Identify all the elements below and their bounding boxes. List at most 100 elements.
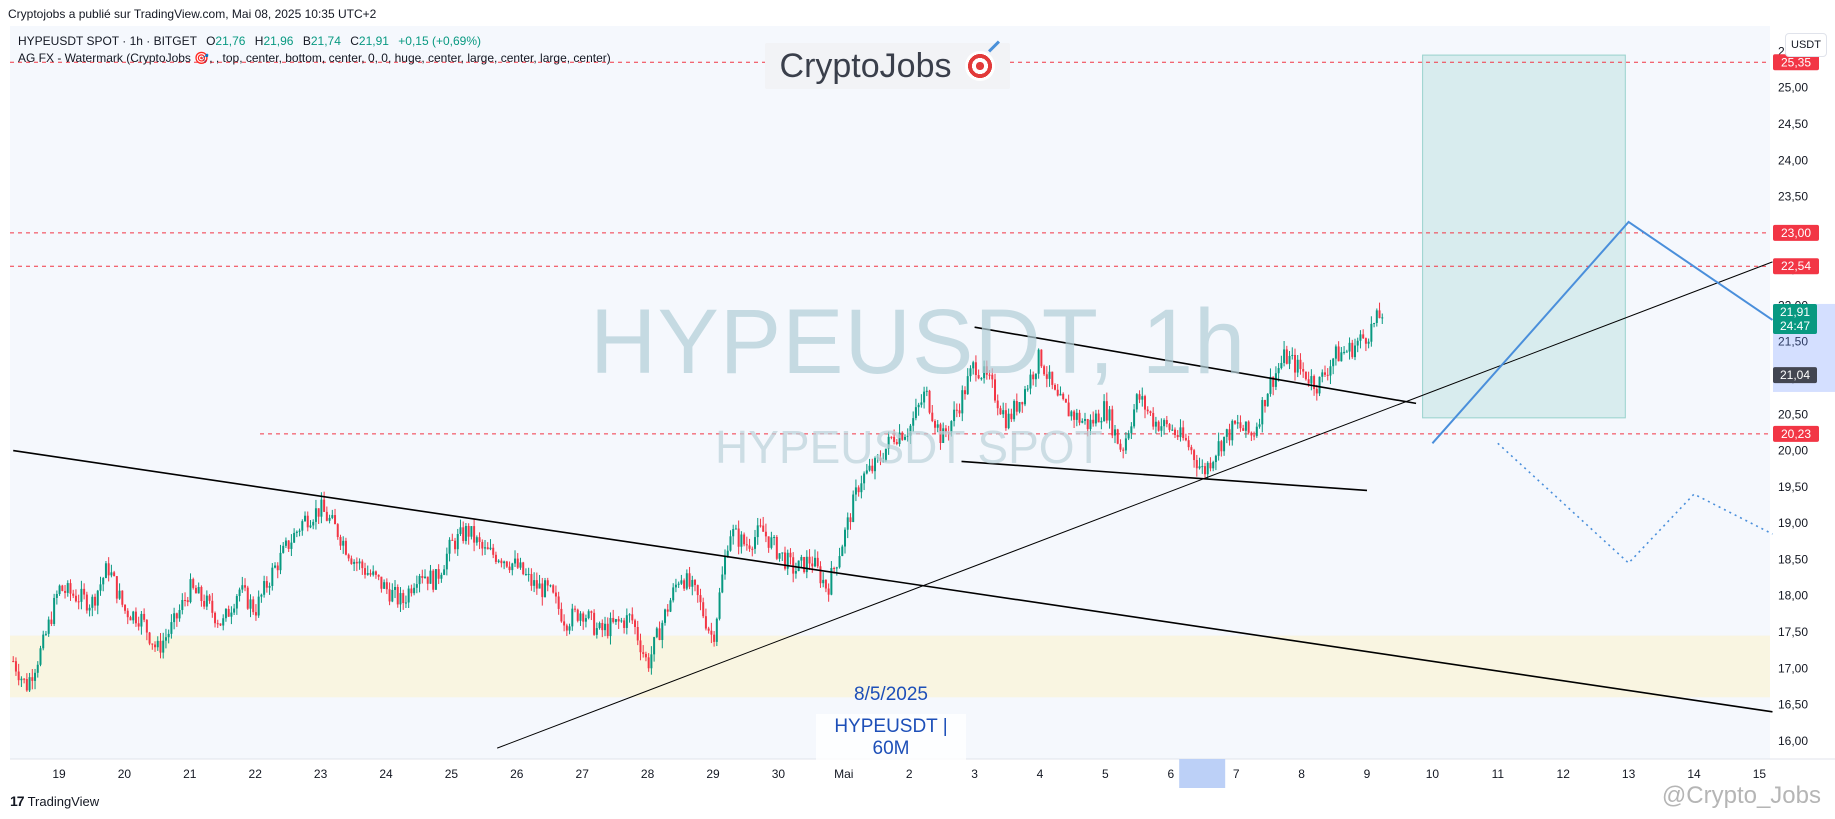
candle-body [1356,340,1359,346]
candle-body [991,374,994,380]
candle-body [1283,349,1286,363]
candle-body [64,590,67,593]
candle-body [154,644,157,648]
candle-body [344,540,347,555]
candle-body [164,637,167,641]
candle-body [1329,366,1332,376]
candle-body [964,390,967,395]
candle-body [912,418,915,426]
candle-body [336,524,339,537]
x-tick-label: 23 [314,767,328,781]
symbol-label[interactable]: HYPEUSDT SPOT · 1h · BITGET [18,34,197,48]
candle-body [1277,368,1280,374]
candle-body [759,525,762,527]
candle-body [841,546,844,557]
candle-body [77,601,80,603]
brand-text: CryptoJobs [779,46,952,85]
tradingview-logo[interactable]: 17 TradingView [10,793,99,809]
candle-body [557,596,560,609]
price-chart[interactable]: 16,00 16,50 17,00 17,50 18,00 18,50 19,00 19,50… [0,26,1835,788]
y-tick-label: 17,00 [1778,661,1808,675]
chart-area[interactable]: 16,00 16,50 17,00 17,50 18,00 18,50 19,00 19,50… [0,26,1835,788]
candle-body [66,583,69,593]
candle-body [410,588,413,594]
x-tick-label: 20 [118,767,132,781]
candle-body [353,561,356,564]
candle-body [1348,342,1351,352]
candle-body [1212,462,1215,469]
candle-body [475,537,478,543]
candle-body [584,618,587,622]
candle-body [194,587,197,594]
x-tick-label: 5 [1102,767,1109,781]
candle-body [1198,466,1201,469]
candle-body [1100,421,1103,423]
candle-body [380,576,383,589]
candle-body [1242,428,1245,431]
candle-body [516,558,519,568]
indicator-legend[interactable]: AG FX - Watermark (CryptoJobs 🎯, , top, … [18,51,611,65]
candle-body [366,573,369,575]
candle-body [1059,393,1062,396]
candle-body [121,590,124,605]
candle-body [115,576,118,599]
candle-body [568,626,571,631]
candle-body [514,558,517,564]
candle-body [260,594,263,597]
candle-body [1103,401,1106,422]
candle-body [511,563,514,571]
candle-body [789,552,792,558]
candle-body [1070,411,1073,417]
candle-body [647,657,650,669]
candle-body [1179,427,1182,438]
candle-body [985,366,988,375]
candle-body [1381,317,1384,319]
open-key: O [206,34,216,48]
y-tick-label: 17,50 [1778,625,1808,639]
candle-body [852,494,855,523]
candle-body [1084,419,1087,421]
candle-body [658,628,661,640]
candle-body [631,614,634,621]
candle-body [85,594,88,611]
candle-body [1359,334,1362,341]
candle-body [222,618,225,626]
candle-body [1255,426,1258,436]
candle-body [1193,450,1196,461]
candle-body [1236,422,1239,424]
candle-body [983,366,986,379]
candle-body [211,600,214,613]
candle-body [1315,388,1318,394]
candle-body [1225,429,1228,437]
current-price-label: 21,91 [1780,305,1810,319]
candle-body [571,608,574,627]
candle-body [1318,376,1321,394]
candle-body [489,547,492,550]
price-level-label: 20,23 [1781,427,1811,441]
candle-body [214,612,217,624]
candle-body [233,608,236,613]
candle-body [235,596,238,609]
candle-body [28,677,31,691]
candle-body [849,517,852,523]
candle-body [876,457,879,459]
candle-body [702,602,705,617]
candle-body [1253,435,1256,437]
candle-body [432,570,435,590]
candle-body [137,623,140,627]
candle-body [132,611,135,621]
candle-body [819,566,822,584]
price-level-badge [1773,425,1819,442]
currency-button[interactable]: USDT [1785,33,1827,57]
candle-body [1064,399,1067,403]
candle-body [1024,389,1027,405]
candle-body [947,432,950,434]
candle-body [925,390,928,392]
candle-body [478,537,481,542]
candle-body [1168,424,1171,430]
candle-body [713,634,716,642]
candle-body [80,588,83,602]
candle-body [1351,342,1354,358]
candle-body [301,521,304,531]
price-level-badge [1773,54,1819,71]
